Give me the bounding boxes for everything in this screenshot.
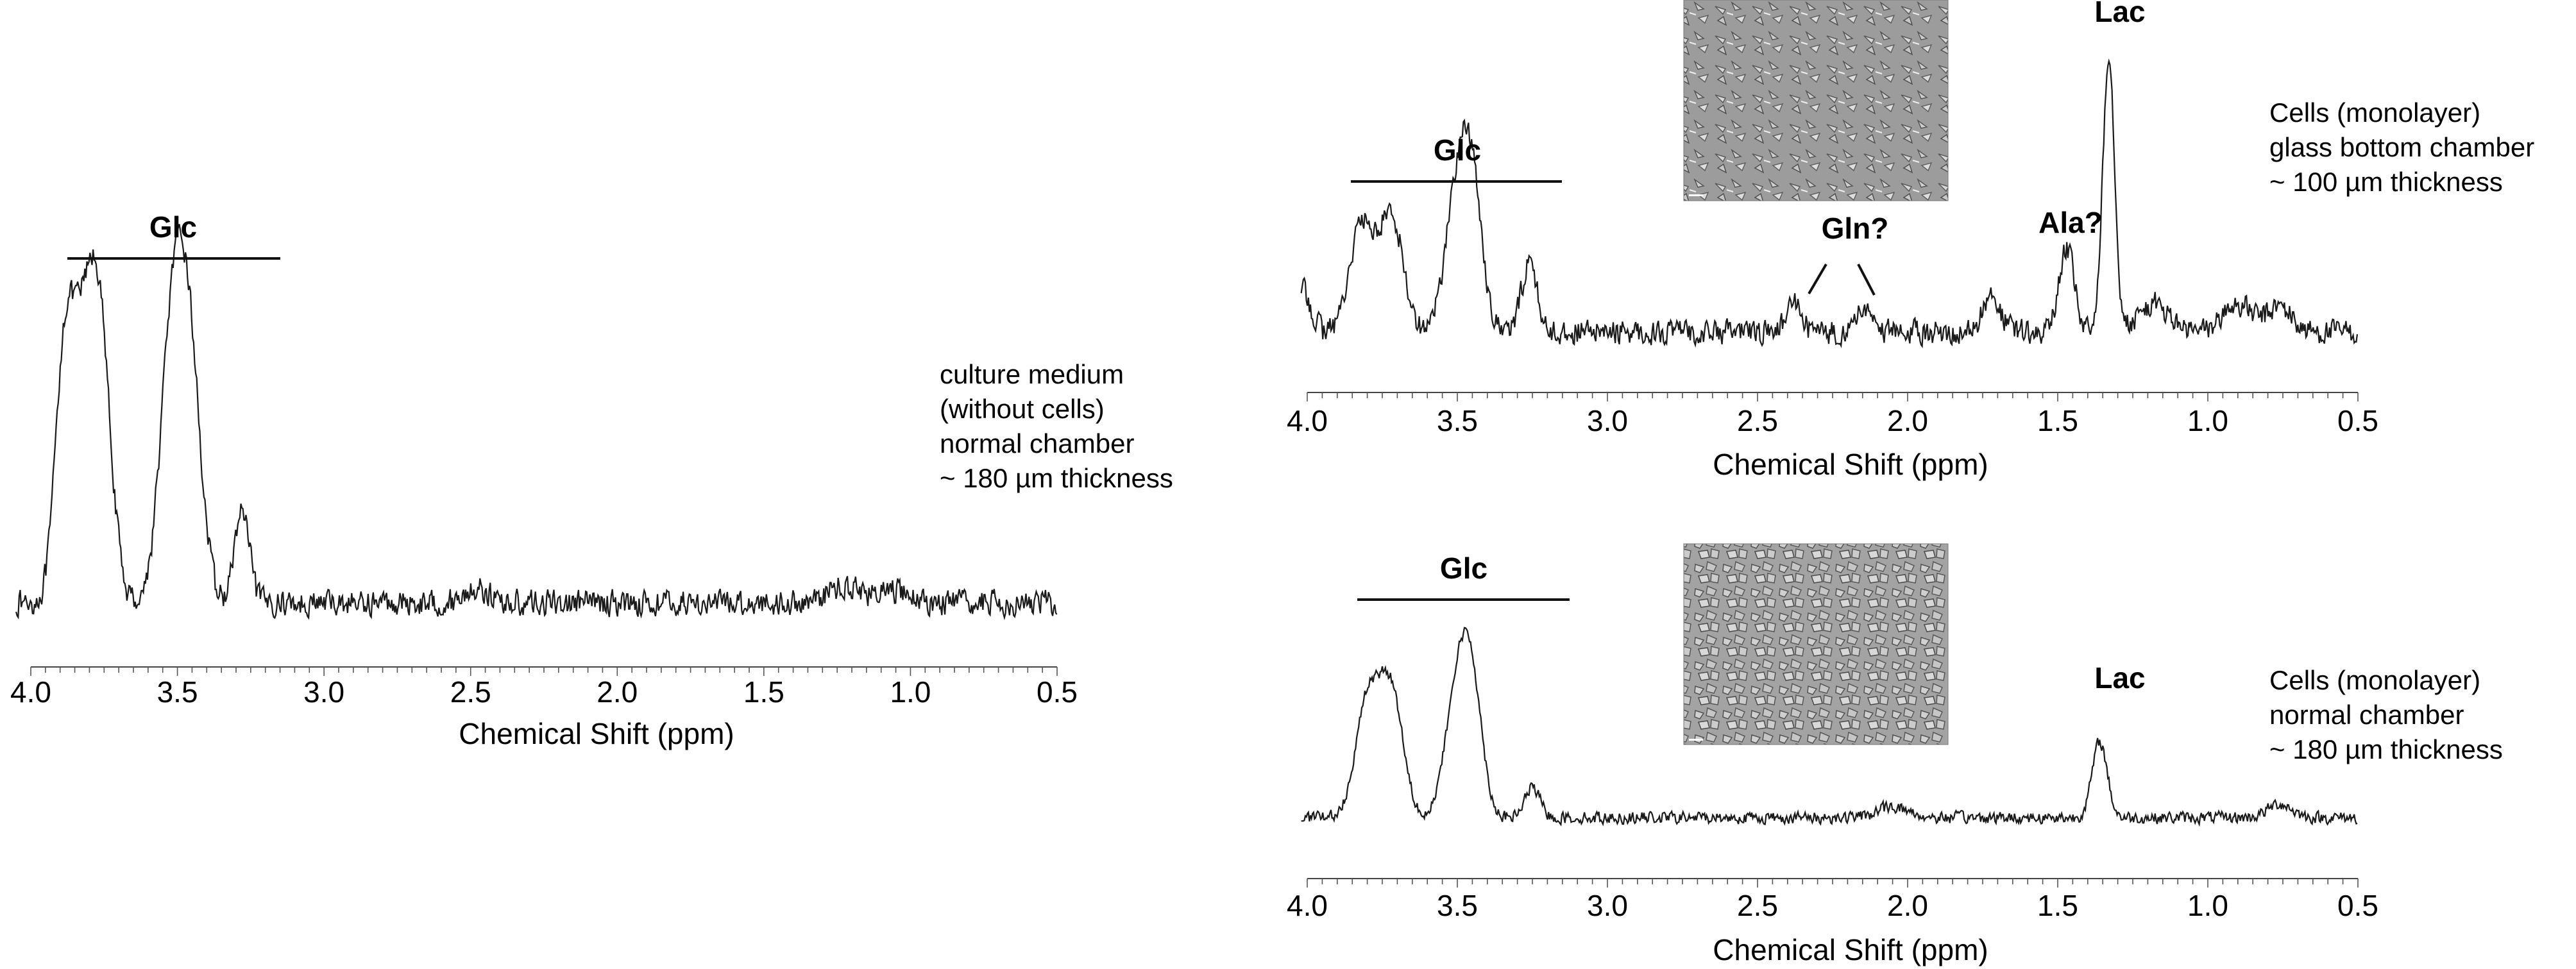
svg-text:~ 180 µm thickness: ~ 180 µm thickness — [940, 463, 1173, 493]
x-axis-label: Chemical Shift (ppm) — [459, 717, 734, 750]
x-tick-label: 0.5 — [2337, 404, 2378, 437]
x-tick-label: 4.0 — [1287, 404, 1328, 437]
annotation-culture-medium: culture medium (without cells) normal ch… — [940, 359, 1173, 493]
x-tick-label: 3.5 — [1437, 404, 1478, 437]
x-tick-label: 1.5 — [743, 675, 784, 709]
x-tick-label: 4.0 — [10, 675, 51, 709]
svg-text:Cells (monolayer): Cells (monolayer) — [2269, 665, 2480, 695]
svg-text:(without cells): (without cells) — [940, 394, 1105, 424]
svg-text:glass bottom chamber: glass bottom chamber — [2269, 132, 2534, 162]
gln-pointer-left — [1808, 263, 1827, 295]
x-axis: 4.0 3.5 3.0 2.5 2.0 1.5 1.0 0.5 — [10, 666, 1078, 709]
x-tick-label: 2.5 — [1737, 889, 1778, 922]
x-tick-label: 4.0 — [1287, 889, 1328, 922]
x-tick-label: 1.0 — [890, 675, 931, 709]
panel-normal-chamber-cells: 4.0 3.5 3.0 2.5 2.0 1.5 1.0 0.5 Chemical Shift … — [1287, 552, 2503, 966]
lac-peak-label: Lac — [2094, 0, 2145, 28]
x-tick-label: 0.5 — [1037, 675, 1078, 709]
x-tick-label: 2.0 — [1887, 404, 1928, 437]
spectrum-line-normal-chamber — [1301, 627, 2358, 827]
scale-bar — [1689, 194, 1703, 196]
x-tick-label: 1.0 — [2187, 404, 2228, 437]
annotation-glass-bottom: Cells (monolayer) glass bottom chamber ~… — [2269, 97, 2534, 197]
x-tick-label: 1.5 — [2037, 889, 2078, 922]
x-tick-label: 1.5 — [2037, 404, 2078, 437]
x-tick-label: 2.5 — [1737, 404, 1778, 437]
svg-text:Cells (monolayer): Cells (monolayer) — [2269, 97, 2480, 128]
annotation-normal-chamber: Cells (monolayer) normal chamber ~ 180 µ… — [2269, 665, 2503, 764]
x-tick-label: 3.0 — [1587, 404, 1628, 437]
glc-peak-label: Glc — [1440, 552, 1487, 585]
x-axis: 4.0 3.5 3.0 2.5 2.0 1.5 1.0 0.5 — [1287, 392, 2378, 437]
panel-glass-bottom-chamber: 4.0 3.5 3.0 2.5 2.0 1.5 1.0 0.5 Chemical Shift … — [1287, 0, 2534, 481]
spectrum-line-glass-bottom — [1300, 58, 2359, 348]
x-tick-label: 2.0 — [597, 675, 638, 709]
svg-text:normal chamber: normal chamber — [940, 428, 1134, 459]
x-tick-label: 0.5 — [2337, 889, 2378, 922]
x-tick-label: 3.0 — [1587, 889, 1628, 922]
x-tick-label: 3.5 — [157, 675, 198, 709]
microscopy-inset-glass-bottom — [1683, 0, 1949, 201]
svg-text:~ 100 µm thickness: ~ 100 µm thickness — [2269, 167, 2503, 197]
svg-text:culture medium: culture medium — [940, 359, 1124, 389]
x-axis-label: Chemical Shift (ppm) — [1713, 933, 1988, 966]
microscopy-inset-normal-chamber — [1683, 543, 1949, 745]
gln-peak-label: Gln? — [1822, 212, 1889, 245]
gln-pointer-right — [1857, 264, 1876, 296]
x-tick-label: 3.0 — [303, 675, 344, 709]
panel-culture-medium: 4.0 3.5 3.0 2.5 2.0 1.5 1.0 0.5 Chemical Shift … — [10, 210, 1173, 750]
x-tick-label: 1.0 — [2187, 889, 2228, 922]
x-tick-label: 3.5 — [1437, 889, 1478, 922]
lac-peak-label: Lac — [2094, 661, 2145, 695]
ala-peak-label: Ala? — [2038, 206, 2103, 239]
svg-text:normal chamber: normal chamber — [2269, 700, 2464, 730]
glc-peak-label: Glc — [149, 210, 197, 244]
x-axis: 4.0 3.5 3.0 2.5 2.0 1.5 1.0 0.5 — [1287, 878, 2378, 922]
spectrum-line-culture-medium — [15, 224, 1058, 621]
x-axis-label: Chemical Shift (ppm) — [1713, 448, 1988, 481]
svg-text:~ 180 µm thickness: ~ 180 µm thickness — [2269, 734, 2503, 764]
x-tick-label: 2.5 — [450, 675, 491, 709]
glc-peak-label: Glc — [1434, 133, 1481, 167]
scale-bar — [1689, 739, 1703, 741]
x-tick-label: 2.0 — [1887, 889, 1928, 922]
